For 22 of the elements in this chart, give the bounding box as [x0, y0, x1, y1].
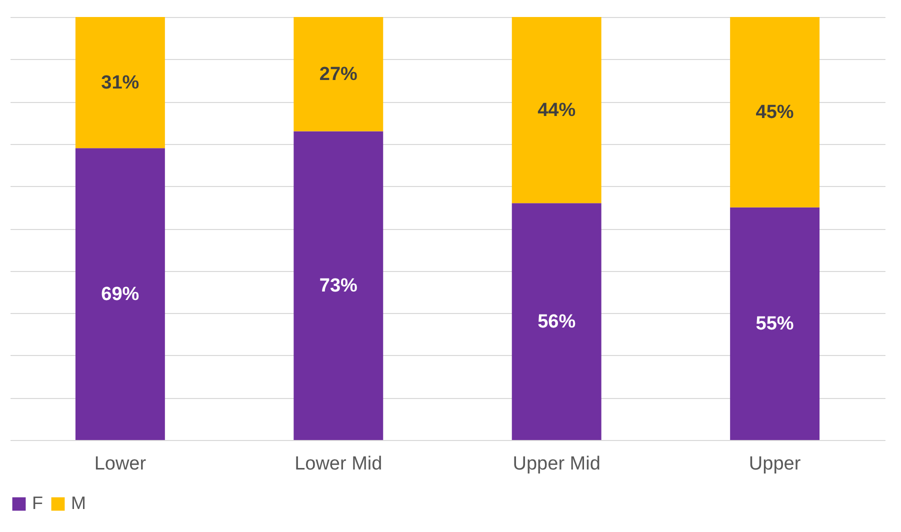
bar — [512, 203, 602, 440]
legend-label: M — [71, 493, 86, 513]
bar — [294, 17, 384, 132]
legend-label: F — [32, 493, 43, 513]
x-tick-label: Upper Mid — [512, 454, 600, 474]
bar — [294, 131, 384, 440]
data-label: 55% — [756, 314, 794, 335]
x-tick-label: Lower — [94, 454, 147, 474]
bar — [75, 148, 165, 440]
bar — [730, 17, 820, 208]
data-label: 69% — [101, 284, 140, 306]
bar — [75, 17, 165, 148]
data-label: 44% — [538, 100, 576, 122]
x-tick-label: Lower Mid — [294, 454, 382, 474]
data-label: 56% — [538, 312, 576, 333]
bar — [512, 17, 602, 204]
data-label: 45% — [756, 102, 794, 124]
data-label: 73% — [319, 276, 358, 297]
bar — [730, 207, 820, 440]
data-label: 27% — [319, 64, 358, 86]
data-label: 31% — [101, 72, 140, 94]
x-tick-label: Upper — [748, 454, 802, 474]
